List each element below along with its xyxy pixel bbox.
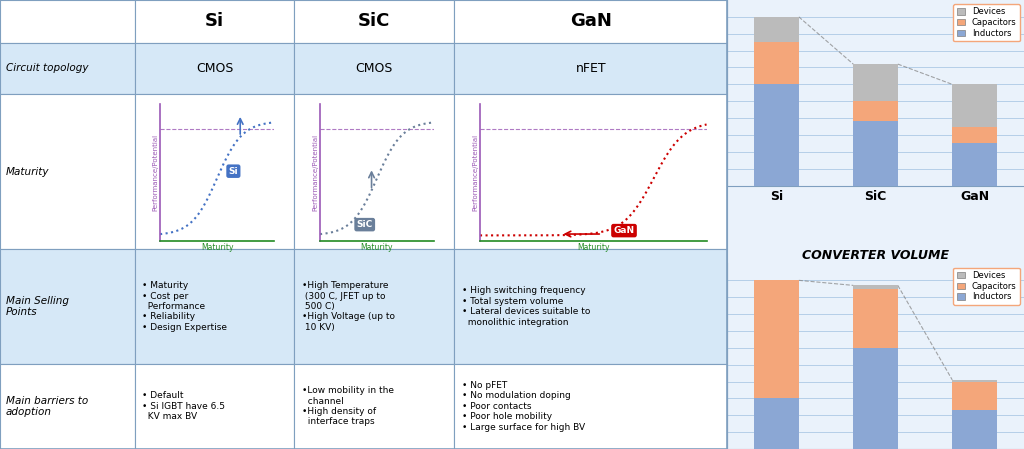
Text: Si: Si <box>228 167 239 176</box>
Bar <box>755 280 799 398</box>
Text: CMOS: CMOS <box>355 62 393 75</box>
Bar <box>455 94 727 249</box>
Text: nFET: nFET <box>575 62 606 75</box>
Legend: Devices, Capacitors, Inductors: Devices, Capacitors, Inductors <box>953 4 1020 41</box>
Bar <box>952 84 996 127</box>
Text: Maturity: Maturity <box>6 167 49 177</box>
Bar <box>455 43 727 94</box>
Bar <box>295 94 455 249</box>
Bar <box>134 249 295 364</box>
Bar <box>853 289 898 348</box>
Bar <box>0 94 134 249</box>
Title: CONVERTER VOLUME: CONVERTER VOLUME <box>802 249 949 262</box>
Bar <box>755 398 799 449</box>
Bar <box>455 249 727 364</box>
Bar <box>853 121 898 185</box>
Text: Si: Si <box>205 12 224 31</box>
Bar <box>455 0 727 43</box>
Text: • No pFET
• No modulation doping
• Poor contacts
• Poor hole mobility
• Large su: • No pFET • No modulation doping • Poor … <box>462 381 585 431</box>
Bar <box>0 249 134 364</box>
Bar <box>295 364 455 449</box>
Bar <box>134 364 295 449</box>
Text: CMOS: CMOS <box>196 62 233 75</box>
Y-axis label: Performance/Potential: Performance/Potential <box>312 134 318 211</box>
Text: •Low mobility in the
  channel
•High density of
  interface traps: •Low mobility in the channel •High densi… <box>302 386 393 427</box>
Bar <box>755 84 799 185</box>
Bar <box>952 410 996 449</box>
Y-axis label: Performance/Potential: Performance/Potential <box>153 134 159 211</box>
Text: • Maturity
• Cost per
  Performance
• Reliability
• Design Expertise: • Maturity • Cost per Performance • Reli… <box>141 281 226 332</box>
Bar <box>952 382 996 410</box>
Bar <box>295 43 455 94</box>
Text: •High Temperature
 (300 C, JFET up to
 500 C)
•High Voltage (up to
 10 KV): •High Temperature (300 C, JFET up to 500… <box>302 281 394 332</box>
Text: GaN: GaN <box>569 12 611 31</box>
Text: • Default
• Si IGBT have 6.5
  KV max BV: • Default • Si IGBT have 6.5 KV max BV <box>141 392 225 421</box>
Bar <box>853 348 898 449</box>
Bar <box>853 286 898 289</box>
Bar <box>755 17 799 42</box>
Text: Main barriers to
adoption: Main barriers to adoption <box>6 396 88 417</box>
Bar <box>952 380 996 382</box>
X-axis label: Maturity: Maturity <box>578 242 609 251</box>
Bar <box>0 43 134 94</box>
Bar <box>295 249 455 364</box>
Legend: Devices, Capacitors, Inductors: Devices, Capacitors, Inductors <box>953 268 1020 304</box>
X-axis label: Maturity: Maturity <box>201 242 233 251</box>
Bar <box>295 0 455 43</box>
Bar <box>853 64 898 101</box>
Text: Main Selling
Points: Main Selling Points <box>6 295 69 317</box>
Bar <box>952 127 996 143</box>
Text: GaN: GaN <box>613 226 635 235</box>
Text: Circuit topology: Circuit topology <box>6 63 88 74</box>
Y-axis label: Normalized Volume: Normalized Volume <box>643 305 653 407</box>
Bar <box>0 0 134 43</box>
Bar <box>952 143 996 185</box>
Text: SiC: SiC <box>356 220 373 229</box>
Bar <box>134 43 295 94</box>
Bar <box>455 364 727 449</box>
Bar <box>853 101 898 121</box>
Bar <box>0 364 134 449</box>
Bar <box>134 0 295 43</box>
Y-axis label: Performance/Potential: Performance/Potential <box>473 134 478 211</box>
Text: SiC: SiC <box>358 12 390 31</box>
Text: • High switching frequency
• Total system volume
• Lateral devices suitable to
 : • High switching frequency • Total syste… <box>462 286 590 326</box>
Bar <box>134 94 295 249</box>
X-axis label: Maturity: Maturity <box>360 242 393 251</box>
Bar <box>755 42 799 84</box>
Y-axis label: Normalized Cost: Normalized Cost <box>643 50 653 136</box>
